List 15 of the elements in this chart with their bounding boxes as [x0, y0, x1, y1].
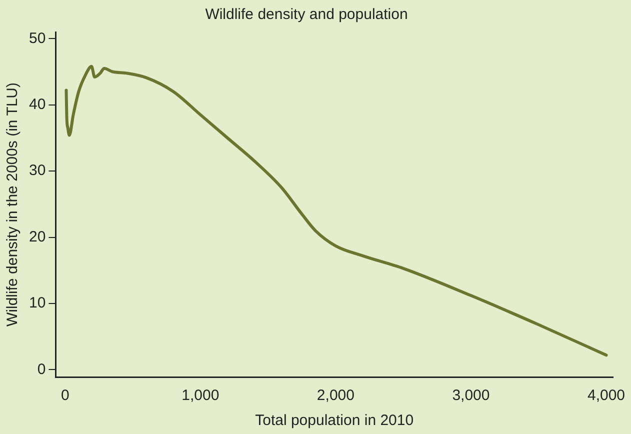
y-tick-label: 30 [28, 162, 46, 180]
x-tick-label: 4,000 [587, 387, 626, 404]
x-tick-label: 0 [60, 387, 70, 404]
x-axis-title: Total population in 2010 [255, 412, 414, 430]
chart-title: Wildlife density and population [205, 6, 408, 24]
y-tick-label: 20 [28, 228, 46, 246]
x-tick-label: 1,000 [182, 387, 220, 404]
line-series [64, 64, 608, 357]
y-tick-label: 10 [28, 294, 46, 312]
x-tick-label: 3,000 [452, 387, 490, 404]
y-axis-title: Wildlife density in the 2000s (in TLU) [4, 82, 22, 326]
y-tick-label: 40 [28, 96, 46, 113]
y-tick-label: 0 [37, 360, 46, 378]
x-tick-label: 2,000 [316, 387, 354, 404]
y-tick-label: 50 [28, 30, 46, 47]
